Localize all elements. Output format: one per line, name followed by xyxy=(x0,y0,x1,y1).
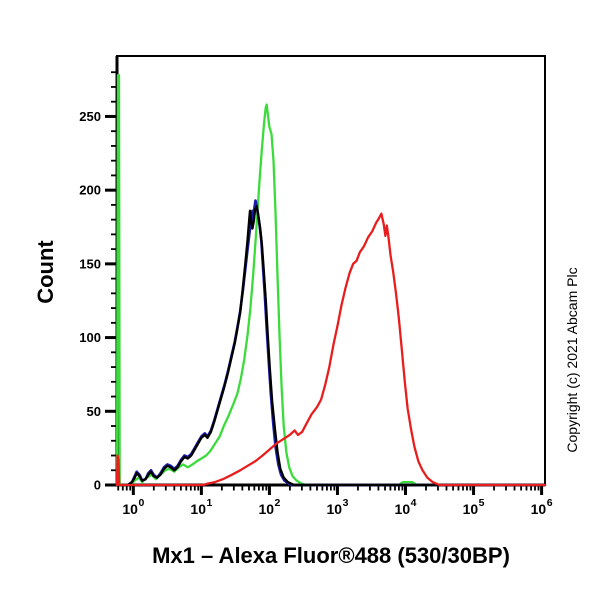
x-tick-label: 101 xyxy=(190,497,212,517)
y-tick-label: 100 xyxy=(79,330,101,345)
y-tick-label: 0 xyxy=(94,478,101,493)
x-tick-label: 102 xyxy=(258,497,280,517)
y-axis-title: Count xyxy=(33,240,58,304)
plot-frame xyxy=(116,55,546,486)
x-tick-label: 104 xyxy=(395,497,417,517)
x-axis-title: Mx1 – Alexa Fluor®488 (530/30BP) xyxy=(152,543,510,568)
y-tick-label: 250 xyxy=(79,109,101,124)
x-tick-label: 106 xyxy=(531,497,553,517)
y-tick-label: 200 xyxy=(79,183,101,198)
black-control-curve xyxy=(126,205,547,487)
copyright-text: Copyright (c) 2021 Abcam Plc xyxy=(564,267,580,453)
navy-control-curve xyxy=(126,199,547,487)
x-tick-label: 100 xyxy=(122,497,144,517)
x-tick-label: 105 xyxy=(463,497,485,517)
y-tick-label: 150 xyxy=(79,256,101,271)
green-control-curve xyxy=(115,74,547,487)
red-sample-curve xyxy=(115,212,547,487)
y-tick-label: 50 xyxy=(87,404,101,419)
x-tick-label: 103 xyxy=(327,497,349,517)
